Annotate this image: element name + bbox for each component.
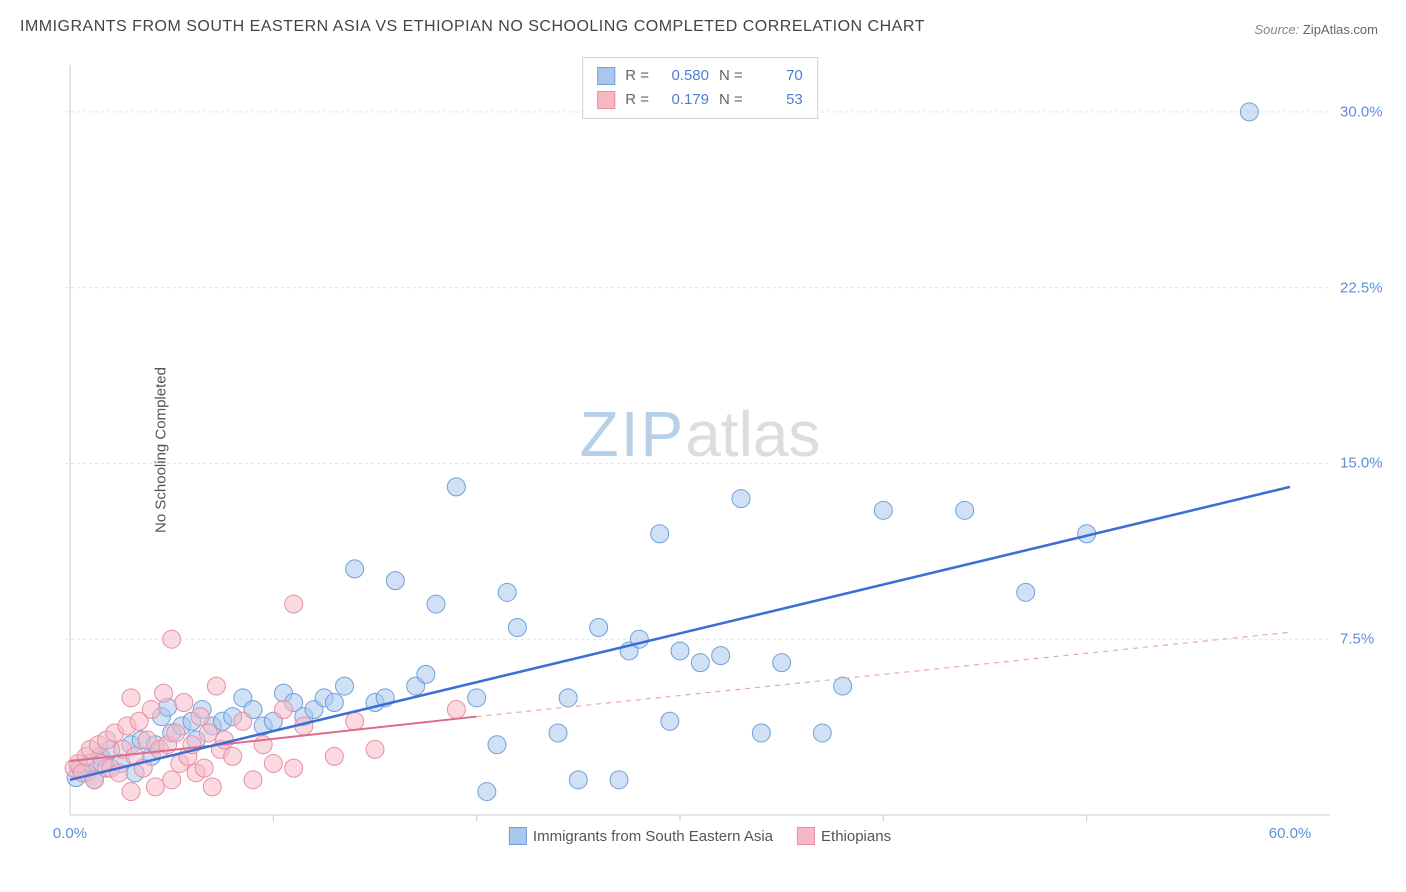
r-label: R = <box>625 64 649 88</box>
legend-swatch-pink <box>797 827 815 845</box>
source-prefix: Source: <box>1254 22 1302 37</box>
correlation-legend: R = 0.580 N = 70 R = 0.179 N = 53 <box>582 57 818 119</box>
x-tick-label: 0.0% <box>53 825 87 847</box>
r-label: R = <box>625 88 649 112</box>
n-value-2: 53 <box>753 88 803 112</box>
legend-item-series-2: Ethiopians <box>797 827 891 845</box>
chart-area: No Schooling Completed ZIPatlas R = 0.58… <box>60 55 1340 845</box>
legend-swatch-pink <box>597 91 615 109</box>
r-value-2: 0.179 <box>659 88 709 112</box>
r-value-1: 0.580 <box>659 64 709 88</box>
legend-swatch-blue <box>597 67 615 85</box>
legend-row-series-2: R = 0.179 N = 53 <box>597 88 803 112</box>
y-tick-label: 22.5% <box>1340 279 1344 296</box>
legend-label-1: Immigrants from South Eastern Asia <box>533 828 773 845</box>
x-tick-label: 60.0% <box>1269 825 1312 847</box>
n-value-1: 70 <box>753 64 803 88</box>
legend-label-2: Ethiopians <box>821 828 891 845</box>
y-tick-label: 7.5% <box>1340 631 1344 648</box>
y-tick-label: 15.0% <box>1340 455 1344 472</box>
chart-title: IMMIGRANTS FROM SOUTH EASTERN ASIA VS ET… <box>20 18 925 36</box>
legend-swatch-blue <box>509 827 527 845</box>
scatter-chart-svg <box>60 55 1340 845</box>
series-legend: Immigrants from South Eastern Asia Ethio… <box>509 827 891 845</box>
n-label: N = <box>719 64 743 88</box>
legend-item-series-1: Immigrants from South Eastern Asia <box>509 827 773 845</box>
source-attribution: Source: ZipAtlas.com <box>1254 22 1378 37</box>
y-tick-label: 30.0% <box>1340 103 1344 120</box>
legend-row-series-1: R = 0.580 N = 70 <box>597 64 803 88</box>
n-label: N = <box>719 88 743 112</box>
source-name: ZipAtlas.com <box>1303 22 1378 37</box>
